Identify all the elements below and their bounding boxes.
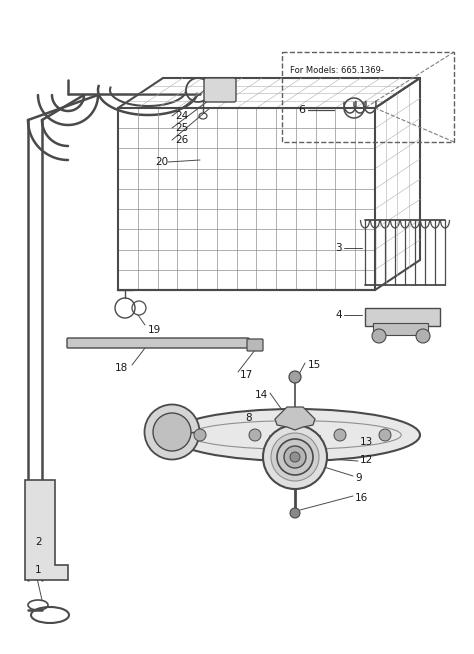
Circle shape (277, 439, 313, 475)
Circle shape (379, 429, 391, 441)
Ellipse shape (170, 409, 420, 461)
Text: 16: 16 (355, 493, 368, 503)
Circle shape (284, 446, 306, 468)
Circle shape (416, 329, 430, 343)
Ellipse shape (153, 413, 191, 451)
Text: 25: 25 (175, 123, 188, 133)
Text: 1: 1 (35, 565, 42, 575)
Text: 2: 2 (35, 537, 42, 547)
Circle shape (290, 508, 300, 518)
Text: 20: 20 (155, 157, 168, 167)
Ellipse shape (145, 405, 200, 460)
Text: 17: 17 (240, 370, 253, 380)
Text: 9: 9 (355, 473, 362, 483)
Text: For Models: 665.1369-: For Models: 665.1369- (290, 66, 384, 75)
Text: 3: 3 (336, 243, 342, 253)
Circle shape (289, 371, 301, 383)
Text: 24: 24 (175, 111, 188, 121)
Circle shape (263, 425, 327, 489)
Bar (118, 108, 375, 290)
Polygon shape (25, 480, 68, 580)
Text: 26: 26 (175, 135, 188, 145)
Circle shape (194, 429, 206, 441)
Text: 6: 6 (298, 105, 305, 115)
Text: 19: 19 (148, 325, 161, 335)
Bar (365, 308, 440, 326)
FancyBboxPatch shape (247, 339, 263, 351)
Bar (373, 323, 428, 335)
Text: 12: 12 (360, 455, 373, 465)
Circle shape (249, 429, 261, 441)
FancyBboxPatch shape (67, 338, 249, 348)
Circle shape (290, 452, 300, 462)
Text: 18: 18 (115, 363, 128, 373)
Text: 13: 13 (360, 437, 373, 447)
Circle shape (334, 429, 346, 441)
Circle shape (372, 329, 386, 343)
Text: 8: 8 (246, 413, 252, 423)
Text: 4: 4 (336, 310, 342, 320)
Circle shape (271, 433, 319, 481)
FancyBboxPatch shape (204, 78, 236, 102)
Polygon shape (275, 407, 315, 430)
Text: 14: 14 (255, 390, 268, 400)
Text: 15: 15 (308, 360, 321, 370)
